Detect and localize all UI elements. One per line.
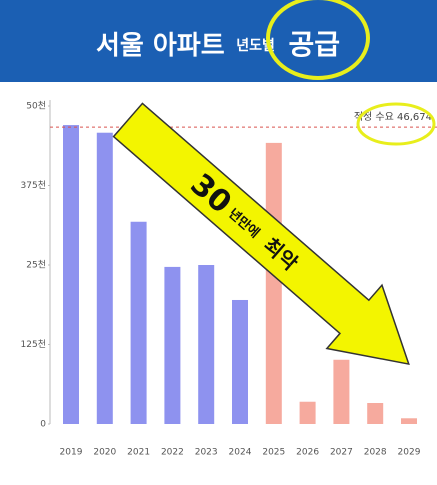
- bar: [164, 266, 181, 424]
- x-tick-label: 2019: [60, 448, 83, 458]
- title-banner: [0, 0, 437, 82]
- x-tick-label: 2024: [229, 448, 252, 458]
- y-tick-label: 125천: [21, 339, 46, 350]
- bar: [63, 125, 79, 424]
- bar: [198, 265, 215, 424]
- arrow-shape: [112, 102, 410, 366]
- x-tick-label: 2022: [161, 448, 184, 458]
- highlight-circle: [356, 102, 436, 146]
- y-tick-label: 0: [40, 420, 46, 430]
- x-tick-label: 2027: [330, 448, 353, 458]
- plot: 0 125천 25천 375천 50천 2019 2020 2021 2022 2023 2024 2…: [21, 101, 437, 458]
- chart-title: 서울 아파트 년도별 공급: [96, 28, 340, 61]
- x-tick-label: 2020: [93, 448, 116, 458]
- x-tick-label: 2028: [364, 448, 387, 458]
- bar: [232, 299, 248, 424]
- title-part: 서울 아파트: [96, 31, 225, 61]
- bar: [299, 401, 316, 424]
- x-tick-label: 2025: [262, 448, 285, 458]
- bar: [333, 359, 350, 424]
- bar: [130, 221, 147, 424]
- annotation-text: 30 년만에 최악: [184, 167, 307, 280]
- x-tick-label: 2021: [127, 448, 150, 458]
- x-tick-label: 2026: [296, 448, 319, 458]
- x-tick-label: 2023: [195, 448, 218, 458]
- title-part: 공급: [288, 28, 340, 61]
- bar: [367, 403, 384, 424]
- x-tick-label: 2029: [398, 448, 421, 458]
- bar: [265, 142, 282, 424]
- y-tick-label: 50천: [26, 101, 46, 112]
- bar: [401, 418, 417, 424]
- reference-label: 적정 수요 46,674: [354, 111, 432, 123]
- bar: [96, 132, 113, 424]
- y-tick-label: 25천: [26, 260, 46, 271]
- highlight-circle: [266, 0, 370, 80]
- y-tick-label: 375천: [21, 180, 46, 191]
- title-part: 년도별: [236, 37, 275, 54]
